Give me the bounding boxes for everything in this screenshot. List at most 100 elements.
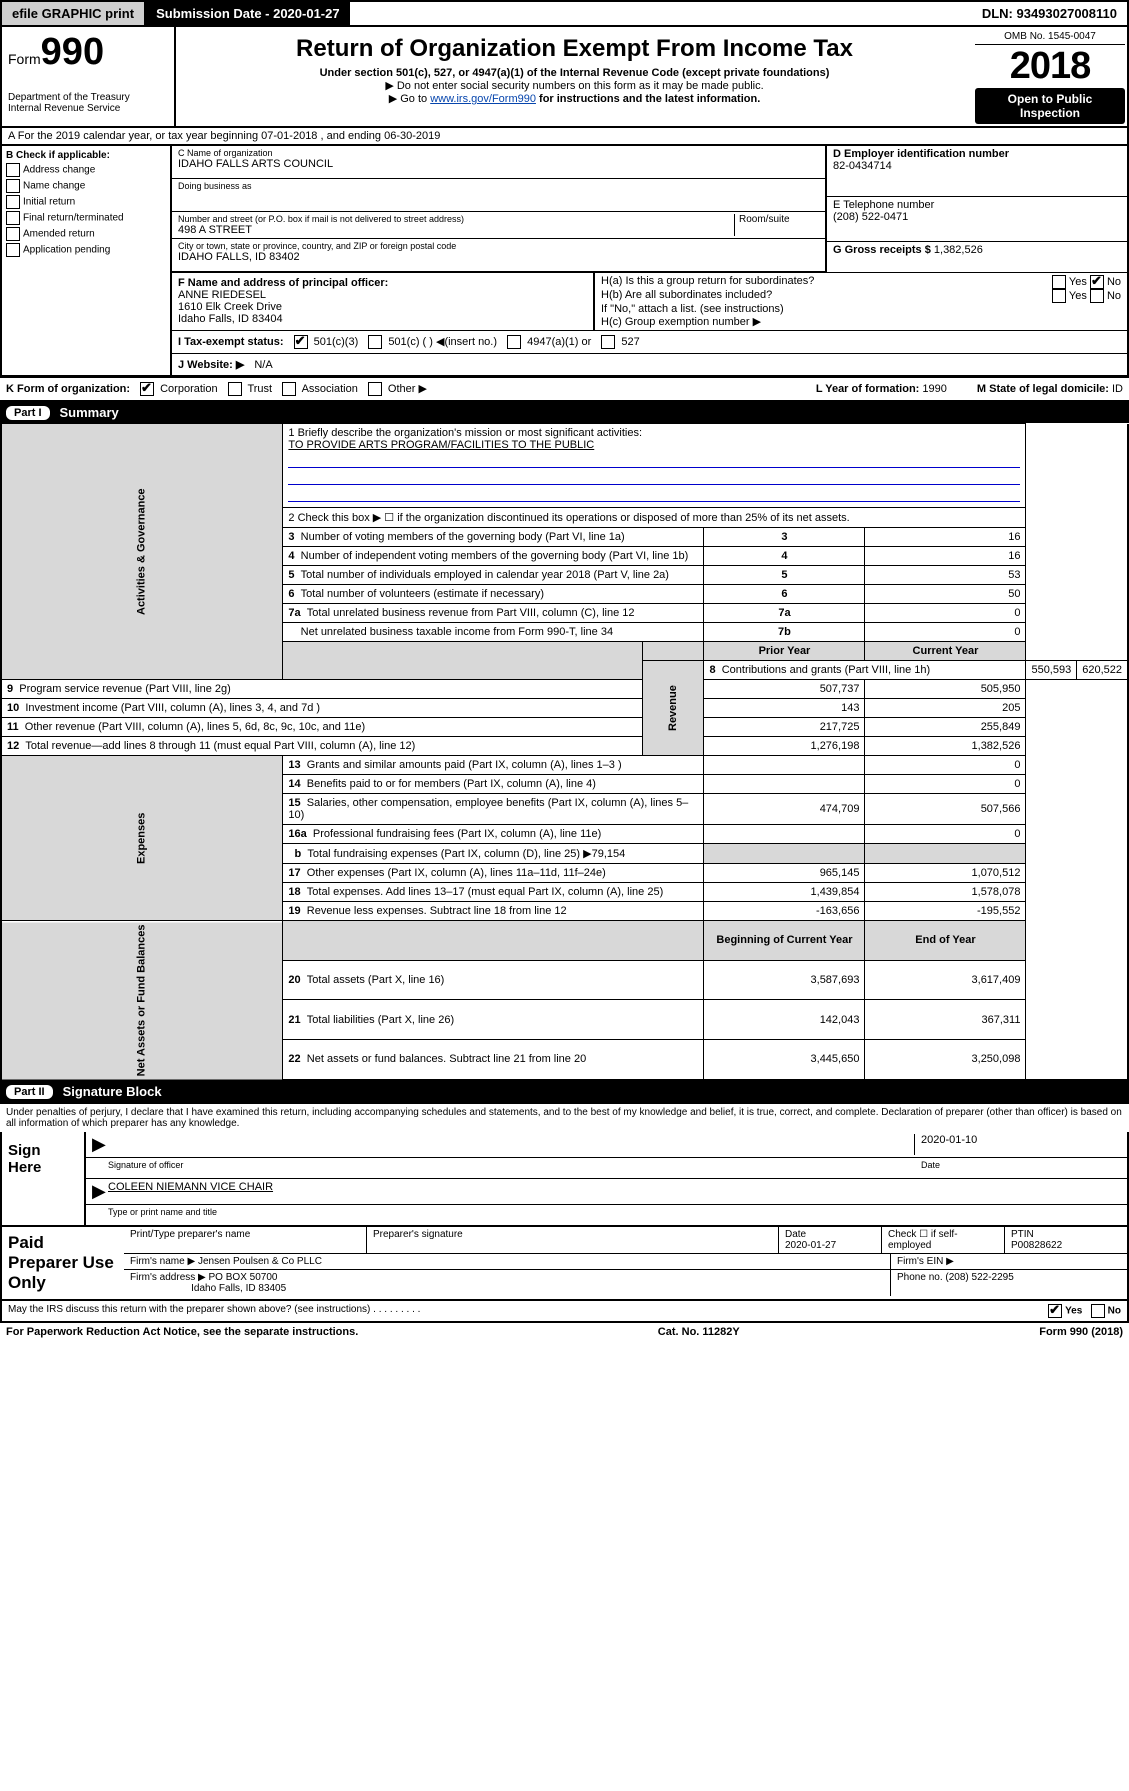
discuss-yes[interactable] <box>1048 1304 1062 1318</box>
footer-left: For Paperwork Reduction Act Notice, see … <box>6 1326 358 1338</box>
line4-label: Number of independent voting members of … <box>301 550 689 562</box>
line15-label: Salaries, other compensation, employee b… <box>288 797 688 821</box>
line16b-curr-shade <box>865 844 1026 864</box>
line7b-val: 0 <box>865 623 1026 642</box>
c-name-label: C Name of organization <box>178 148 819 158</box>
hc-label: H(c) Group exemption number ▶ <box>601 315 1121 328</box>
chk-501c[interactable] <box>368 335 382 349</box>
org-name: IDAHO FALLS ARTS COUNCIL <box>178 158 819 170</box>
chk-527[interactable] <box>601 335 615 349</box>
sig-label: Signature of officer <box>108 1160 915 1176</box>
line6-val: 50 <box>865 585 1026 604</box>
chk-final-return[interactable]: Final return/terminated <box>6 211 166 225</box>
info-block: B Check if applicable: Address change Na… <box>0 146 1129 377</box>
firm-phone: (208) 522-2295 <box>945 1272 1013 1283</box>
line20-label: Total assets (Part X, line 16) <box>307 974 445 986</box>
open-inspection: Open to Public Inspection <box>975 88 1125 124</box>
sub3a: ▶ Go to <box>389 93 430 105</box>
officer-name: ANNE RIEDESEL <box>178 289 587 301</box>
name-label: Type or print name and title <box>108 1207 217 1223</box>
discuss-text: May the IRS discuss this return with the… <box>8 1304 370 1315</box>
section-k: K Form of organization: Corporation Trus… <box>0 377 1129 402</box>
chk-other[interactable] <box>368 382 382 396</box>
line18-label: Total expenses. Add lines 13–17 (must eq… <box>307 886 663 898</box>
line11-label: Other revenue (Part VIII, column (A), li… <box>25 721 365 733</box>
phone-label: Phone no. <box>897 1272 943 1283</box>
chk-name-change[interactable]: Name change <box>6 179 166 193</box>
signer-name: COLEEN NIEMANN VICE CHAIR <box>108 1181 273 1202</box>
hdr-current: Current Year <box>865 642 1026 661</box>
mission-text: TO PROVIDE ARTS PROGRAM/FACILITIES TO TH… <box>288 439 1020 451</box>
line10-label: Investment income (Part VIII, column (A)… <box>25 702 320 714</box>
chk-association[interactable] <box>282 382 296 396</box>
hdr-prior: Prior Year <box>704 642 865 661</box>
line4-val: 16 <box>865 547 1026 566</box>
self-employed[interactable]: Check ☐ if self-employed <box>882 1227 1005 1253</box>
chk-app-pending[interactable]: Application pending <box>6 243 166 257</box>
chk-4947[interactable] <box>507 335 521 349</box>
paid-preparer-block: Paid Preparer Use Only Print/Type prepar… <box>0 1227 1129 1301</box>
phone: (208) 522-0471 <box>833 211 1121 223</box>
ha-label: H(a) Is this a group return for subordin… <box>601 275 814 289</box>
line5-label: Total number of individuals employed in … <box>301 569 669 581</box>
line14-label: Benefits paid to or for members (Part IX… <box>307 778 596 790</box>
hb-note: If "No," attach a list. (see instruction… <box>601 303 1121 315</box>
chk-initial-return[interactable]: Initial return <box>6 195 166 209</box>
line7a-val: 0 <box>865 604 1026 623</box>
chk-501c3[interactable] <box>294 335 308 349</box>
mission-label: 1 Briefly describe the organization's mi… <box>288 427 1020 439</box>
sign-here: Sign Here <box>2 1132 84 1225</box>
declaration: Under penalties of perjury, I declare th… <box>0 1102 1129 1132</box>
department: Department of the Treasury Internal Reve… <box>8 92 168 114</box>
part1-badge: Part I <box>6 406 50 420</box>
summary-table: Activities & Governance 1 Briefly descri… <box>0 423 1129 1081</box>
hb-yes[interactable] <box>1052 289 1066 303</box>
line21-label: Total liabilities (Part X, line 26) <box>307 1014 454 1026</box>
side-governance: Activities & Governance <box>1 424 283 680</box>
subtitle-3: ▶ Go to www.irs.gov/Form990 for instruct… <box>180 92 969 105</box>
chk-trust[interactable] <box>228 382 242 396</box>
m-label: M State of legal domicile: <box>977 383 1109 395</box>
line16b-prior-shade <box>704 844 865 864</box>
part2-badge: Part II <box>6 1085 53 1099</box>
line13-label: Grants and similar amounts paid (Part IX… <box>307 759 622 771</box>
section-b: B Check if applicable: Address change Na… <box>2 146 172 375</box>
chk-amended[interactable]: Amended return <box>6 227 166 241</box>
officer-addr1: 1610 Elk Creek Drive <box>178 301 587 313</box>
line8-prior: 550,593 <box>1026 661 1077 680</box>
chk-corporation[interactable] <box>140 382 154 396</box>
header-title: Return of Organization Exempt From Incom… <box>176 27 973 126</box>
subtitle-1: Under section 501(c), 527, or 4947(a)(1)… <box>180 67 969 79</box>
section-j: J Website: ▶ N/A <box>172 353 1127 375</box>
room-label: Room/suite <box>734 214 819 236</box>
line16b-label: Total fundraising expenses (Part IX, col… <box>307 848 625 860</box>
ha-yes[interactable] <box>1052 275 1066 289</box>
footer: For Paperwork Reduction Act Notice, see … <box>0 1323 1129 1341</box>
form990-link[interactable]: www.irs.gov/Form990 <box>430 93 536 105</box>
header-right: OMB No. 1545-0047 2018 Open to Public In… <box>973 27 1127 126</box>
omb-number: OMB No. 1545-0047 <box>975 29 1125 45</box>
firm-name-label: Firm's name ▶ <box>130 1256 195 1267</box>
col-date: Date <box>785 1229 806 1240</box>
hb-no[interactable] <box>1090 289 1104 303</box>
section-f: F Name and address of principal officer:… <box>172 273 593 330</box>
col-preparer-name: Print/Type preparer's name <box>124 1227 367 1253</box>
paid-title: Paid Preparer Use Only <box>2 1227 124 1299</box>
footer-cat: Cat. No. 11282Y <box>658 1326 740 1338</box>
ha-no[interactable] <box>1090 275 1104 289</box>
officer-addr2: Idaho Falls, ID 83404 <box>178 313 587 325</box>
website: N/A <box>254 359 272 371</box>
efile-print-button[interactable]: efile GRAPHIC print <box>2 2 146 25</box>
j-label: J Website: ▶ <box>178 358 244 371</box>
side-net-assets: Net Assets or Fund Balances <box>1 921 283 1080</box>
line3-label: Number of voting members of the governin… <box>301 531 625 543</box>
discuss-no[interactable] <box>1091 1304 1105 1318</box>
year-formation: 1990 <box>922 383 946 395</box>
firm-name: Jensen Poulsen & Co PLLC <box>198 1256 322 1267</box>
k-label: K Form of organization: <box>6 383 130 395</box>
line16a-label: Professional fundraising fees (Part IX, … <box>313 828 601 840</box>
line19-label: Revenue less expenses. Subtract line 18 … <box>307 905 567 917</box>
l-label: L Year of formation: <box>816 383 920 395</box>
hdr-beginning: Beginning of Current Year <box>704 921 865 961</box>
chk-address-change[interactable]: Address change <box>6 163 166 177</box>
